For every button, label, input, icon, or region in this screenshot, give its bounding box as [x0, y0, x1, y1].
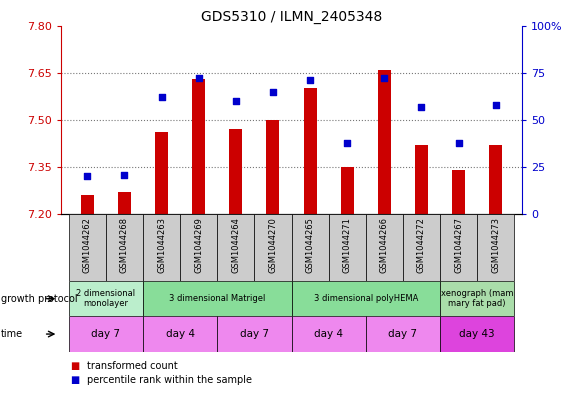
- Bar: [254, 214, 292, 281]
- Text: growth protocol: growth protocol: [1, 294, 78, 304]
- Bar: [69, 214, 106, 281]
- Text: GSM1044262: GSM1044262: [83, 217, 92, 273]
- Point: [305, 77, 315, 83]
- Text: day 7: day 7: [388, 329, 417, 339]
- Bar: [292, 214, 329, 281]
- Text: GSM1044267: GSM1044267: [454, 217, 463, 273]
- Bar: [304, 88, 317, 214]
- Text: GSM1044272: GSM1044272: [417, 217, 426, 273]
- Bar: [292, 316, 366, 352]
- Point: [268, 88, 278, 95]
- Point: [380, 75, 389, 81]
- Text: GSM1044273: GSM1044273: [491, 217, 500, 273]
- Text: GSM1044271: GSM1044271: [343, 217, 352, 273]
- Text: time: time: [1, 329, 23, 339]
- Bar: [143, 281, 292, 316]
- Point: [83, 173, 92, 180]
- Bar: [489, 145, 503, 214]
- Text: GSM1044266: GSM1044266: [380, 217, 389, 273]
- Text: GDS5310 / ILMN_2405348: GDS5310 / ILMN_2405348: [201, 10, 382, 24]
- Bar: [366, 316, 440, 352]
- Text: GSM1044264: GSM1044264: [231, 217, 240, 273]
- Bar: [69, 281, 143, 316]
- Text: 3 dimensional polyHEMA: 3 dimensional polyHEMA: [314, 294, 418, 303]
- Text: GSM1044263: GSM1044263: [157, 217, 166, 273]
- Bar: [143, 214, 180, 281]
- Bar: [80, 195, 94, 214]
- Text: day 4: day 4: [166, 329, 195, 339]
- Bar: [440, 214, 477, 281]
- Text: ■: ■: [70, 361, 79, 371]
- Text: GSM1044268: GSM1044268: [120, 217, 129, 273]
- Bar: [403, 214, 440, 281]
- Point: [231, 98, 240, 104]
- Text: xenograph (mam
mary fat pad): xenograph (mam mary fat pad): [441, 289, 514, 309]
- Bar: [440, 316, 514, 352]
- Bar: [440, 281, 514, 316]
- Text: GSM1044270: GSM1044270: [268, 217, 278, 273]
- Point: [491, 102, 500, 108]
- Text: ■: ■: [70, 375, 79, 386]
- Text: percentile rank within the sample: percentile rank within the sample: [87, 375, 252, 386]
- Bar: [329, 214, 366, 281]
- Text: day 7: day 7: [92, 329, 120, 339]
- Text: 2 dimensional
monolayer: 2 dimensional monolayer: [76, 289, 135, 309]
- Point: [454, 140, 463, 146]
- Bar: [217, 214, 254, 281]
- Bar: [192, 79, 205, 214]
- Point: [120, 171, 129, 178]
- Bar: [477, 214, 514, 281]
- Bar: [143, 316, 217, 352]
- Text: 3 dimensional Matrigel: 3 dimensional Matrigel: [169, 294, 265, 303]
- Bar: [452, 170, 465, 214]
- Bar: [415, 145, 428, 214]
- Text: transformed count: transformed count: [87, 361, 178, 371]
- Bar: [180, 214, 217, 281]
- Bar: [266, 120, 279, 214]
- Bar: [366, 214, 403, 281]
- Text: GSM1044265: GSM1044265: [305, 217, 315, 273]
- Point: [194, 75, 203, 81]
- Bar: [155, 132, 168, 214]
- Text: day 7: day 7: [240, 329, 269, 339]
- Text: day 4: day 4: [314, 329, 343, 339]
- Text: GSM1044269: GSM1044269: [194, 217, 203, 273]
- Bar: [106, 214, 143, 281]
- Bar: [292, 281, 440, 316]
- Point: [343, 140, 352, 146]
- Point: [417, 103, 426, 110]
- Bar: [118, 192, 131, 214]
- Point: [157, 94, 166, 100]
- Bar: [217, 316, 292, 352]
- Bar: [69, 316, 143, 352]
- Bar: [378, 70, 391, 214]
- Bar: [229, 129, 243, 214]
- Bar: [340, 167, 354, 214]
- Text: day 43: day 43: [459, 329, 495, 339]
